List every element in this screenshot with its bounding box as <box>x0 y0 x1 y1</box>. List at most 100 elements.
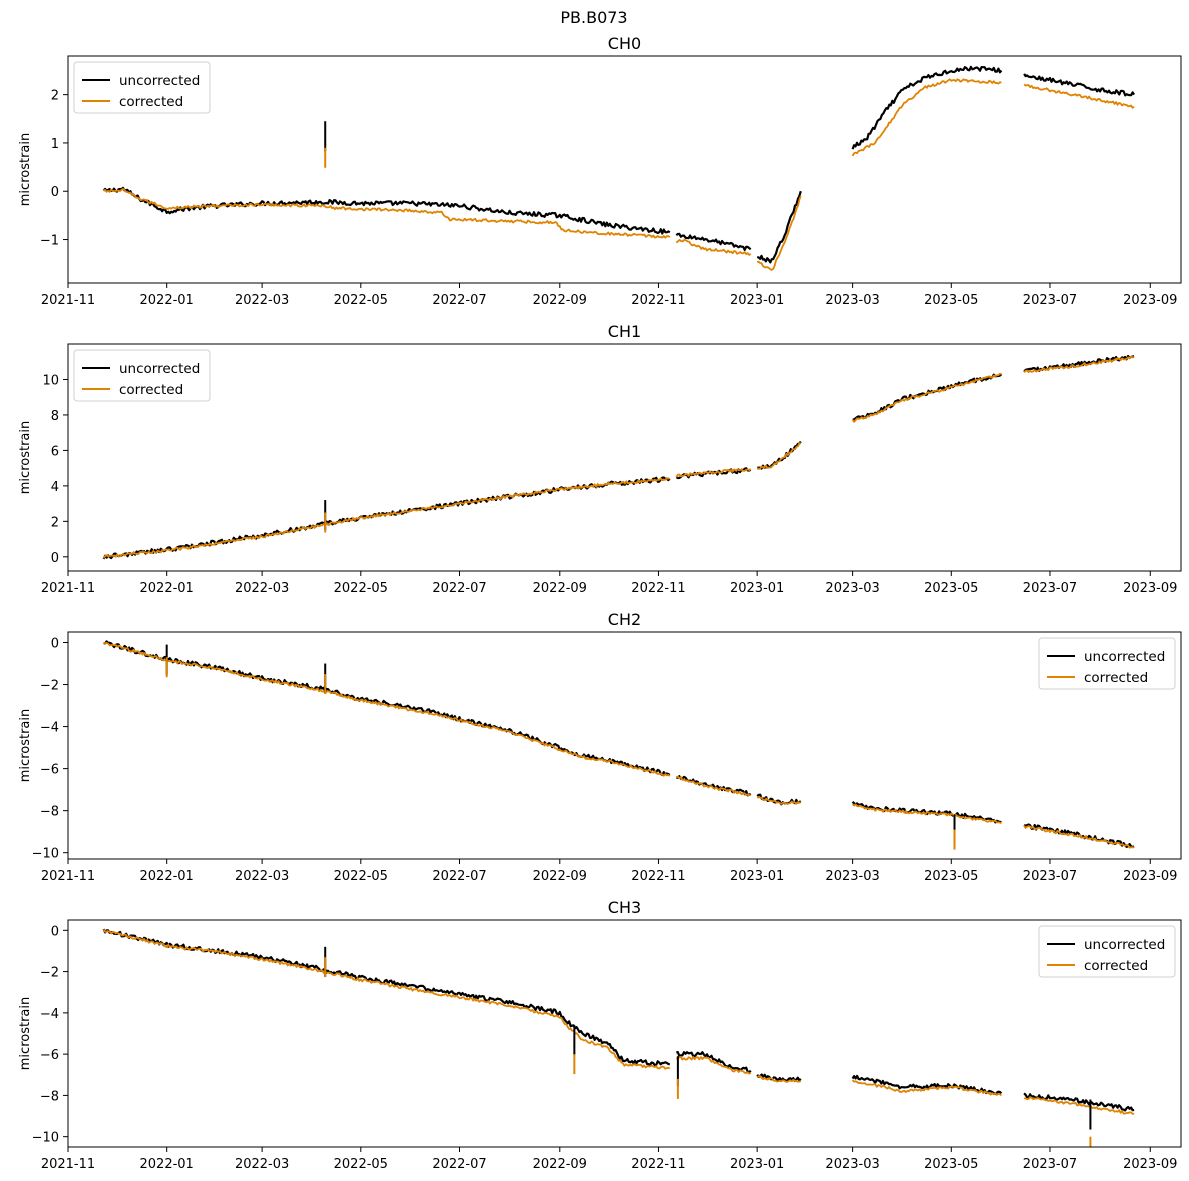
x-tick-label-ch2-6: 2022-11 <box>631 869 685 884</box>
x-tick-label-ch2-0: 2021-11 <box>41 869 95 884</box>
y-tick-label-ch2-2: −6 <box>40 763 59 778</box>
y-tick-label-ch2-5: 0 <box>51 637 59 652</box>
x-tick-label-ch2-3: 2022-05 <box>334 869 388 884</box>
y-tick-label-ch2-4: −2 <box>40 679 59 694</box>
legend-ch1: uncorrected corrected <box>73 349 211 402</box>
legend-label-uncorrected-ch3: uncorrected <box>1084 937 1165 953</box>
y-tick-label-ch3-4: −2 <box>40 966 59 981</box>
y-tick-label-ch0-0: −1 <box>40 234 59 249</box>
series-line-corrected-ch2-seg0 <box>103 641 671 777</box>
legend-ch0: uncorrected corrected <box>73 61 211 114</box>
x-tick-label-ch1-8: 2023-03 <box>825 581 879 596</box>
legend-label-corrected-ch0: corrected <box>119 94 183 110</box>
legend-label-corrected-ch1: corrected <box>119 382 183 398</box>
x-tick-label-ch0-7: 2023-01 <box>730 293 784 308</box>
series-line-corrected-ch0-seg2 <box>756 195 802 271</box>
y-tick-label-ch1-2: 4 <box>51 480 59 495</box>
x-tick-label-ch3-9: 2023-05 <box>924 1157 978 1172</box>
x-tick-label-ch1-6: 2022-11 <box>631 581 685 596</box>
x-tick-label-ch0-3: 2022-05 <box>334 293 388 308</box>
traces-ch3 <box>102 928 1135 1147</box>
x-tick-label-ch1-5: 2022-09 <box>533 581 587 596</box>
x-tick-label-ch1-3: 2022-05 <box>334 581 388 596</box>
y-axis-label-ch0: microstrain <box>18 133 33 206</box>
y-tick-label-ch3-0: −10 <box>32 1131 59 1146</box>
y-tick-label-ch1-3: 6 <box>51 444 59 459</box>
series-line-corrected-ch3-seg2 <box>756 1075 802 1083</box>
x-tick-label-ch0-9: 2023-05 <box>924 293 978 308</box>
y-tick-label-ch2-0: −10 <box>32 847 59 862</box>
series-line-corrected-ch3-seg4 <box>1024 1096 1135 1115</box>
x-tick-label-ch3-8: 2023-03 <box>825 1157 879 1172</box>
panel-title-ch2: CH2 <box>608 610 641 629</box>
x-tick-label-ch1-9: 2023-05 <box>924 581 978 596</box>
x-tick-label-ch3-0: 2021-11 <box>41 1157 95 1172</box>
x-tick-label-ch1-2: 2022-03 <box>235 581 289 596</box>
legend-label-corrected-ch2: corrected <box>1084 670 1148 686</box>
x-tick-label-ch3-3: 2022-05 <box>334 1157 388 1172</box>
series-line-corrected-ch2-seg2 <box>756 796 802 805</box>
x-tick-label-ch2-10: 2023-07 <box>1023 869 1077 884</box>
y-tick-label-ch3-5: 0 <box>51 924 59 939</box>
series-line-uncorrected-ch1-seg3 <box>852 373 1003 421</box>
x-tick-label-ch2-8: 2023-03 <box>825 869 879 884</box>
x-tick-label-ch3-10: 2023-07 <box>1023 1157 1077 1172</box>
y-tick-label-ch0-1: 0 <box>51 185 59 200</box>
series-line-corrected-ch2-seg1 <box>676 775 751 797</box>
panel-ch1: CH1 microstrain 0 2 4 6 8 10 2021-11 2022-01 2022-… <box>18 322 1182 596</box>
series-line-uncorrected-ch0-seg4 <box>1023 73 1136 97</box>
x-tick-label-ch0-5: 2022-09 <box>533 293 587 308</box>
x-tick-label-ch1-10: 2023-07 <box>1023 581 1077 596</box>
x-tick-label-ch2-9: 2023-05 <box>924 869 978 884</box>
y-tick-label-ch2-1: −8 <box>40 805 59 820</box>
x-tick-label-ch0-8: 2023-03 <box>825 293 879 308</box>
legend-ch3: uncorrected corrected <box>1038 925 1176 978</box>
y-tick-label-ch3-1: −8 <box>40 1089 59 1104</box>
y-tick-label-ch2-3: −4 <box>40 721 59 736</box>
figure-title: PB.B073 <box>560 8 627 27</box>
series-line-corrected-ch1-seg0 <box>102 477 670 559</box>
legend-label-uncorrected-ch2: uncorrected <box>1084 649 1165 665</box>
series-line-corrected-ch3-seg0 <box>102 929 671 1070</box>
legend-label-uncorrected-ch0: uncorrected <box>119 73 200 89</box>
legend-label-uncorrected-ch1: uncorrected <box>119 361 200 377</box>
panel-ch2: CH2 microstrain −10 −8 −6 −4 −2 0 2021-11 2022-01… <box>18 610 1182 884</box>
y-tick-label-ch3-3: −4 <box>40 1007 59 1022</box>
y-axis-label-ch3: microstrain <box>18 997 33 1070</box>
series-line-corrected-ch3-seg3 <box>851 1079 1002 1097</box>
x-tick-label-ch0-6: 2022-11 <box>631 293 685 308</box>
series-line-corrected-ch1-seg4 <box>1023 355 1135 374</box>
x-tick-label-ch0-1: 2022-01 <box>140 293 194 308</box>
traces-ch1 <box>102 354 1135 560</box>
panel-title-ch0: CH0 <box>608 34 641 53</box>
series-line-uncorrected-ch0-seg1 <box>675 232 752 251</box>
y-tick-label-ch1-4: 8 <box>51 409 59 424</box>
y-tick-label-ch0-3: 2 <box>51 89 59 104</box>
y-tick-label-ch1-1: 2 <box>51 515 59 530</box>
legend-ch2: uncorrected corrected <box>1038 637 1176 690</box>
series-line-uncorrected-ch0-seg0 <box>102 186 671 235</box>
x-tick-label-ch2-7: 2023-01 <box>730 869 784 884</box>
plot-frame-ch0 <box>67 55 1182 284</box>
series-line-uncorrected-ch2-seg0 <box>103 640 671 776</box>
series-line-corrected-ch1-seg2 <box>756 442 801 470</box>
panel-ch0: CH0 microstrain −1 0 1 2 2021-11 2022-01 2022-03… <box>18 34 1182 308</box>
series-line-corrected-ch1-seg3 <box>851 372 1002 423</box>
x-tick-label-ch2-4: 2022-07 <box>432 869 486 884</box>
x-tick-label-ch2-5: 2022-09 <box>533 869 587 884</box>
x-tick-label-ch3-11: 2023-09 <box>1123 1157 1177 1172</box>
y-axis-label-ch2: microstrain <box>18 709 33 782</box>
plot-frame-ch1 <box>67 343 1182 572</box>
x-tick-label-ch0-4: 2022-07 <box>432 293 486 308</box>
series-line-corrected-ch2-seg3 <box>851 803 1002 825</box>
series-line-uncorrected-ch0-seg2 <box>756 190 802 264</box>
x-tick-label-ch2-2: 2022-03 <box>235 869 289 884</box>
x-tick-label-ch3-6: 2022-11 <box>631 1157 685 1172</box>
y-tick-label-ch0-2: 1 <box>51 137 59 152</box>
x-tick-label-ch1-7: 2023-01 <box>730 581 784 596</box>
traces-ch2 <box>103 640 1135 850</box>
panel-ch3: CH3 microstrain −10 −8 −6 −4 −2 0 2021-11 2022-01… <box>18 898 1182 1172</box>
x-tick-label-ch3-4: 2022-07 <box>432 1157 486 1172</box>
legend-label-corrected-ch3: corrected <box>1084 958 1148 974</box>
